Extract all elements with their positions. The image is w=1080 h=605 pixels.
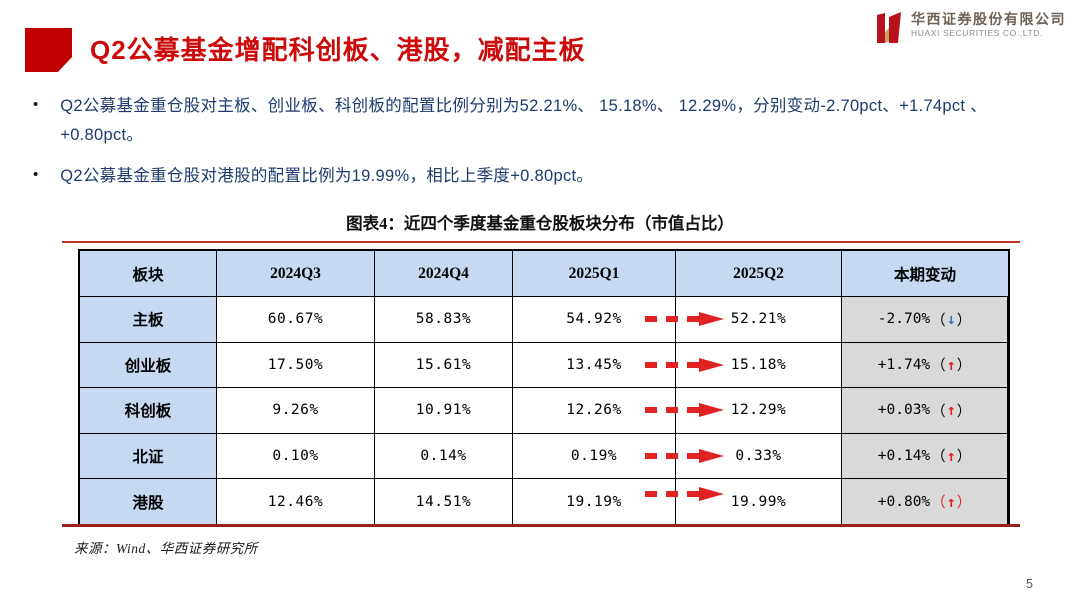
trend-arrow-icon: ↑ <box>946 401 956 420</box>
table-row-chinext: 创业板 17.50% 15.61% 13.45% 15.18% +1.74% （… <box>80 342 1008 388</box>
change-cell: +0.03% （ ↑ ） <box>842 388 1008 433</box>
title-marker-icon <box>25 28 72 72</box>
value-2025q2: 52.21% <box>676 297 842 342</box>
table-row-hk: 港股 12.46% 14.51% 19.19% 19.99% +0.80% （ … <box>80 479 1008 525</box>
trend-arrow-icon: ↓ <box>946 310 956 329</box>
change-value: +0.14% <box>877 447 931 464</box>
value-2024q3: 60.67% <box>217 297 375 342</box>
value-2024q4: 58.83% <box>375 297 513 342</box>
sector-label: 主板 <box>80 297 217 342</box>
bullet-dot-icon: • <box>33 96 39 113</box>
col-header-2024q3: 2024Q3 <box>217 251 375 296</box>
value-2024q4: 15.61% <box>375 342 513 387</box>
value-2025q2: 19.99% <box>676 479 842 525</box>
value-2025q1: 19.19% <box>513 479 676 525</box>
col-header-change: 本期变动 <box>842 251 1008 296</box>
page-title: Q2公募基金增配科创板、港股，减配主板 <box>90 35 586 65</box>
value-2025q1: 54.92% <box>513 297 676 342</box>
value-2024q4: 14.51% <box>375 479 513 525</box>
value-2025q1: 13.45% <box>513 342 676 387</box>
figure-title: 图表4：近四个季度基金重仓股板块分布（市值占比） <box>346 214 734 233</box>
paren-close: ） <box>956 449 972 466</box>
value-2024q3: 12.46% <box>217 479 375 525</box>
trend-arrow-icon: ↑ <box>946 492 956 511</box>
bullet-item: • Q2公募基金重仓股对港股的配置比例为19.99%，相比上季度+0.80pct… <box>33 162 1043 191</box>
col-header-sector: 板块 <box>80 251 217 296</box>
bullet-item: • Q2公募基金重仓股对主板、创业板、科创板的配置比例分别为52.21%、 15… <box>33 92 1043 150</box>
value-2025q2: 0.33% <box>676 433 842 478</box>
value-2025q1: 0.19% <box>513 433 676 478</box>
change-value: -2.70% <box>877 311 931 328</box>
sector-label: 创业板 <box>80 342 217 387</box>
paren-open: （ <box>931 449 946 466</box>
paren-open: （ <box>931 495 946 512</box>
logo-name-en: HUAXI SECURITIES CO.,LTD. <box>911 28 1043 39</box>
col-header-2024q4: 2024Q4 <box>375 251 513 296</box>
bottom-red-rule <box>62 524 1020 527</box>
logo-text: 华西证券股份有限公司 HUAXI SECURITIES CO.,LTD. <box>911 10 1066 39</box>
paren-close: ） <box>956 312 972 329</box>
top-red-rule <box>62 241 1020 243</box>
change-value: +1.74% <box>877 356 931 373</box>
change-cell: -2.70% （ ↓ ） <box>842 297 1008 342</box>
value-2024q3: 17.50% <box>217 342 375 387</box>
paren-open: （ <box>931 312 946 329</box>
sector-label: 北证 <box>80 433 217 478</box>
paren-open: （ <box>931 358 946 375</box>
change-value: +0.80% <box>877 493 931 510</box>
change-cell: +1.74% （ ↑ ） <box>842 342 1008 387</box>
paren-close: ） <box>956 495 972 512</box>
paren-close: ） <box>956 403 972 420</box>
value-2024q3: 9.26% <box>217 388 375 433</box>
source-note: 来源：Wind、华西证券研究所 <box>74 541 258 556</box>
page-number: 5 <box>1026 577 1033 591</box>
value-2025q2: 15.18% <box>676 342 842 387</box>
col-header-2025q2: 2025Q2 <box>676 251 842 296</box>
paren-open: （ <box>931 403 946 420</box>
sector-label: 科创板 <box>80 388 217 433</box>
table-row-mainboard: 主板 60.67% 58.83% 54.92% 52.21% -2.70% （ … <box>80 297 1008 343</box>
value-2025q1: 12.26% <box>513 388 676 433</box>
trend-arrow-icon: ↑ <box>946 446 956 465</box>
table-row-bse: 北证 0.10% 0.14% 0.19% 0.33% +0.14% （ ↑ ） <box>80 433 1008 479</box>
change-cell: +0.14% （ ↑ ） <box>842 433 1008 478</box>
value-2024q3: 0.10% <box>217 433 375 478</box>
change-value: +0.03% <box>877 402 931 419</box>
value-2024q4: 10.91% <box>375 388 513 433</box>
value-2025q2: 12.29% <box>676 388 842 433</box>
bullet-text: Q2公募基金重仓股对主板、创业板、科创板的配置比例分别为52.21%、 15.1… <box>60 97 987 144</box>
allocation-table: 板块 2024Q3 2024Q4 2025Q1 2025Q2 本期变动 主板 6… <box>78 249 1010 527</box>
change-cell: +0.80% （ ↑ ） <box>842 479 1008 525</box>
huaxi-logo: 华西证券股份有限公司 HUAXI SECURITIES CO.,LTD. <box>874 10 1066 46</box>
logo-name-cn: 华西证券股份有限公司 <box>911 13 1066 28</box>
col-header-2025q1: 2025Q1 <box>513 251 676 296</box>
trend-arrow-icon: ↑ <box>946 355 956 374</box>
table-row-star: 科创板 9.26% 10.91% 12.26% 12.29% +0.03% （ … <box>80 388 1008 434</box>
bullet-dot-icon: • <box>33 166 39 183</box>
bullet-text: Q2公募基金重仓股对港股的配置比例为19.99%，相比上季度+0.80pct。 <box>60 167 594 185</box>
paren-close: ） <box>956 358 972 375</box>
value-2024q4: 0.14% <box>375 433 513 478</box>
sector-label: 港股 <box>80 479 217 525</box>
huaxi-logo-icon <box>877 12 901 43</box>
table-header-row: 板块 2024Q3 2024Q4 2025Q1 2025Q2 本期变动 <box>80 251 1008 297</box>
